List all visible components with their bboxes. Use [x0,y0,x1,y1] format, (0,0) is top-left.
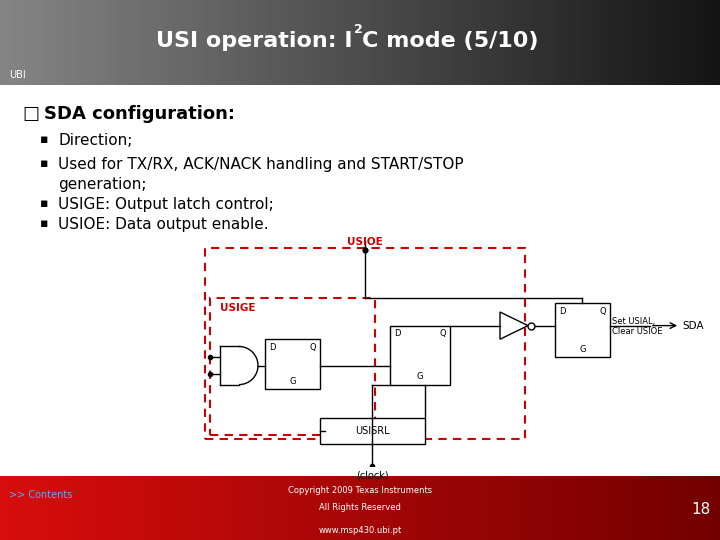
Text: Q: Q [439,329,446,338]
Text: (clock): (clock) [356,471,388,481]
Text: USISRL: USISRL [355,426,390,436]
Text: G: G [417,372,423,381]
Text: 18: 18 [691,502,711,517]
Text: □: □ [22,105,39,123]
Text: Set USIAL,
Clear USIOE: Set USIAL, Clear USIOE [612,316,662,336]
Text: D: D [269,343,276,352]
Text: 2: 2 [354,23,362,36]
Text: C mode (5/10): C mode (5/10) [362,31,539,51]
Text: All Rights Reserved: All Rights Reserved [319,503,401,512]
Text: ▪: ▪ [40,157,48,170]
Text: Q: Q [310,343,316,352]
Text: Direction;: Direction; [58,133,132,148]
Text: UBI: UBI [9,70,26,80]
Bar [320,418,425,443]
Text: USIOE: USIOE [347,237,383,247]
Text: D: D [394,329,400,338]
Text: Used for TX/RX, ACK/NACK handling and START/STOP: Used for TX/RX, ACK/NACK handling and ST… [58,157,464,172]
Text: USIOE: Data output enable.: USIOE: Data output enable. [58,217,269,232]
Bar [555,303,610,357]
Text: USIGE: USIGE [220,303,256,313]
Text: ▪: ▪ [40,133,48,146]
Text: ▪: ▪ [40,217,48,231]
Text: www.msp430.ubi.pt: www.msp430.ubi.pt [318,526,402,535]
Text: G: G [289,376,296,386]
Text: ▪: ▪ [40,197,48,210]
Text: SDA configuration:: SDA configuration: [44,105,235,123]
Text: generation;: generation; [58,177,146,192]
Text: G: G [580,345,586,354]
Text: USIGE: Output latch control;: USIGE: Output latch control; [58,197,274,212]
Text: Copyright 2009 Texas Instruments: Copyright 2009 Texas Instruments [288,486,432,495]
Text: D: D [559,307,565,315]
Polygon shape [500,312,528,339]
Bar [390,326,450,384]
Text: USI operation: I: USI operation: I [156,31,353,51]
Bar [265,339,320,389]
Text: >> Contents: >> Contents [9,490,73,500]
Text: Q: Q [599,307,606,315]
Bar [210,299,375,435]
Text: SDA: SDA [682,321,703,330]
Bar [205,248,525,439]
